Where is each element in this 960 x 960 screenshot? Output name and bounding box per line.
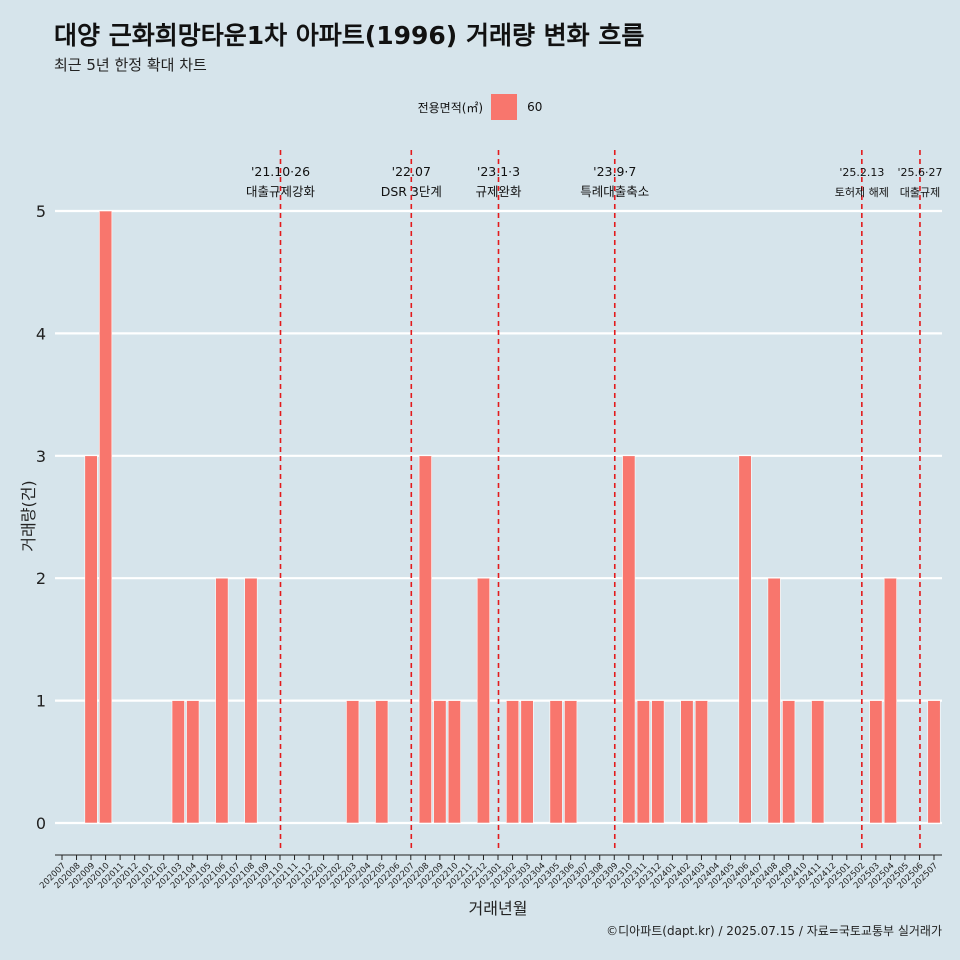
bar-202210 (447, 700, 461, 824)
y-tick-label: 0 (36, 814, 46, 833)
y-tick-label: 3 (36, 447, 46, 466)
bars (84, 210, 941, 824)
axes: 0123452020072020082020092020102020112020… (36, 202, 942, 891)
bar-202203 (346, 700, 360, 824)
bar-202408 (767, 577, 781, 824)
bar-202010 (99, 210, 113, 824)
bar-202409 (782, 700, 796, 824)
y-tick-label: 4 (36, 324, 46, 343)
event-date-label: '23.9·7 (593, 164, 636, 179)
legend-key (491, 94, 518, 120)
event-date-label: '25.2.13 (839, 166, 884, 179)
event-label: 규제완화 (475, 184, 522, 199)
bar-202103 (171, 700, 185, 824)
bar-202411 (811, 700, 825, 824)
event-date-label: '21.10·26 (251, 164, 310, 179)
bar-202303 (520, 700, 534, 824)
event-label: DSR 3단계 (381, 184, 442, 199)
event-label: 대출규제강화 (246, 184, 316, 199)
bar-202009 (84, 455, 98, 824)
event-date-label: '22.07 (392, 164, 431, 179)
bar-202406 (738, 455, 752, 824)
event-annotations: '21.10·26 대출규제강화 '22.07 DSR 3단계 '23.1·3 규제완화 '… (246, 150, 942, 850)
bar-202205 (375, 700, 389, 824)
bar-202403 (694, 700, 709, 824)
bar-202306 (564, 700, 578, 824)
bar-202208 (418, 455, 432, 824)
bar-202402 (680, 700, 694, 824)
y-tick-label: 2 (36, 569, 46, 588)
bar-202312 (651, 700, 665, 824)
event-label: 토허제 해제 (835, 185, 889, 199)
legend-entry: 60 (527, 100, 543, 114)
event-date-label: '25.6·27 (897, 166, 942, 179)
y-tick-label: 5 (36, 202, 46, 221)
y-tick-label: 1 (36, 692, 46, 711)
bar-202209 (433, 700, 447, 824)
y-axis-title: 거래량(건) (19, 480, 38, 551)
bar-202302 (505, 700, 520, 824)
event-label: 대출규제 (900, 186, 940, 199)
bar-202311 (636, 700, 650, 824)
bar-202503 (869, 700, 883, 824)
legend: 전용면적(㎡) 60 (0, 94, 960, 120)
event-label: 특례대출축소 (580, 184, 649, 199)
bar-202305 (549, 700, 563, 824)
event-date-label: '23.1·3 (477, 164, 520, 179)
bar-202108 (244, 577, 258, 824)
chart-title: 대양 근화희망타운1차 아파트(1996) 거래량 변화 흐름 (54, 21, 645, 50)
bar-202310 (622, 455, 636, 824)
x-axis-title: 거래년월 (469, 899, 528, 918)
legend-title: 전용면적(㎡) (417, 100, 484, 115)
bar-202212 (476, 577, 491, 824)
bar-202106 (215, 577, 229, 824)
bar-202104 (186, 700, 200, 824)
bar-202507 (927, 700, 941, 824)
bar-202504 (883, 577, 897, 824)
chart-subtitle: 최근 5년 한정 확대 차트 (54, 56, 207, 74)
source-caption: ©디아파트(dapt.kr) / 2025.07.15 / 자료=국토교통부 실… (606, 924, 942, 938)
